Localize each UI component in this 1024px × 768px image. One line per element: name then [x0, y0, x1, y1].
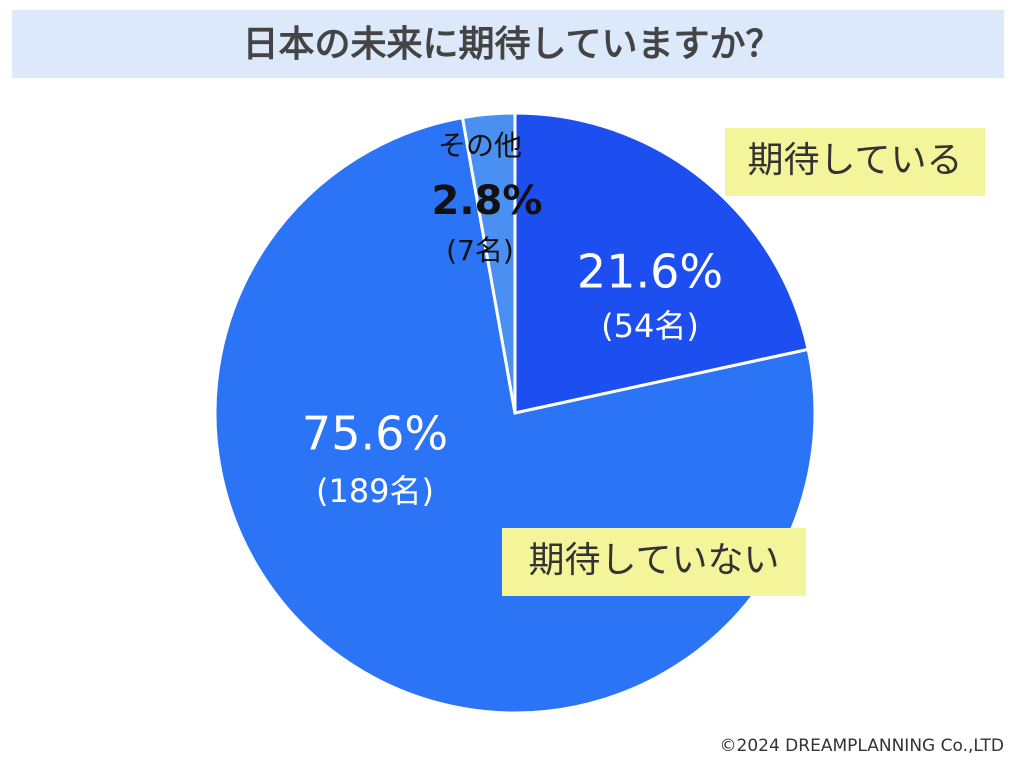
- value-label: 21.6%: [577, 245, 723, 299]
- title-banner: [12, 10, 1004, 78]
- value-label: 75.6%: [302, 407, 448, 461]
- copyright: ©2024 DREAMPLANNING Co.,LTD: [720, 736, 1004, 756]
- category-label: 期待していない: [529, 540, 780, 581]
- category-label: その他: [438, 129, 522, 162]
- category-label: 期待している: [748, 140, 963, 181]
- category-label-bg: [502, 528, 806, 596]
- count-label: (54名): [601, 307, 699, 345]
- count-label: (189名): [316, 472, 434, 510]
- category-label-bg: [725, 128, 985, 196]
- count-label: (7名): [446, 234, 514, 267]
- chart-title: 日本の未来に期待していますか？: [243, 24, 782, 65]
- value-label: 2.8%: [432, 178, 543, 224]
- pie-slice: [513, 111, 810, 415]
- pie-slice: [460, 111, 517, 414]
